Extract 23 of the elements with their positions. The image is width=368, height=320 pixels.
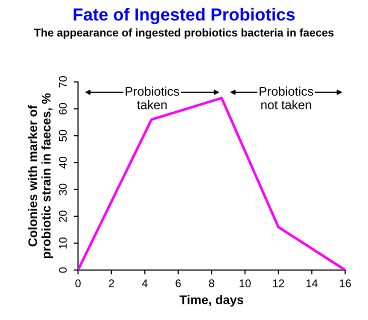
annotation: Probiotics taken <box>126 86 180 110</box>
x-tick-label: 8 <box>208 279 214 288</box>
x-axis-title: Time, days <box>180 295 244 307</box>
x-tick-label: 14 <box>306 280 318 288</box>
x-tick-label: 10 <box>240 279 251 288</box>
y-tick-label: 10 <box>58 237 67 249</box>
x-tick-label: 0 <box>75 279 81 288</box>
y-tick-label: 50 <box>58 130 67 142</box>
chart-title: Fate of Ingested Probiotics <box>74 8 295 24</box>
y-tick-label: 0 <box>58 267 67 273</box>
x-tick-label: 6 <box>176 279 181 288</box>
chart-subtitle: The appearance of ingested probiotics bacteria in faeces <box>34 28 334 39</box>
y-tick-label: 20 <box>58 210 67 222</box>
x-tick-label: 12 <box>273 279 284 288</box>
y-tick-label: 30 <box>58 184 67 196</box>
y-tick-label: 70 <box>58 76 67 88</box>
y-tick-label: 40 <box>58 156 67 168</box>
x-tick-label: 4 <box>142 280 148 288</box>
annotation: Probiotics not taken <box>260 86 314 110</box>
y-tick-label: 60 <box>58 103 67 114</box>
x-tick-label: 2 <box>108 279 114 288</box>
x-tick-label: 16 <box>340 279 351 288</box>
y-axis-title: Colonies with marker of probiotic strain in faeces, % <box>28 93 54 258</box>
